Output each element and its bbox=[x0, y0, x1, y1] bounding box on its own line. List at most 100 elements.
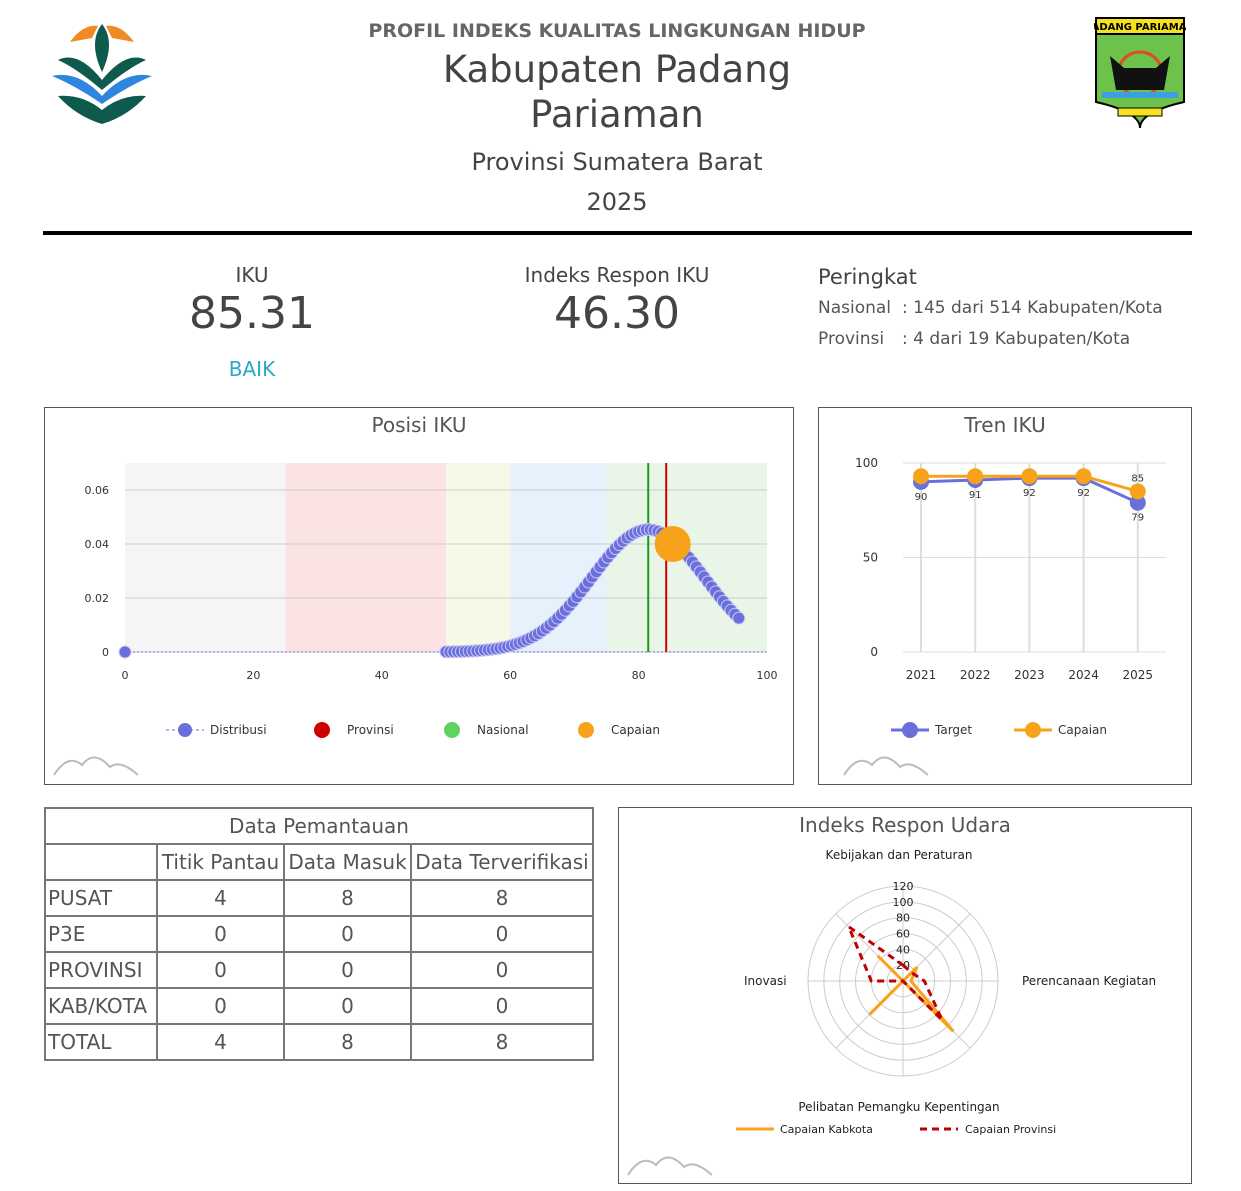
y-tick-label: 50 bbox=[863, 551, 878, 565]
radial-tick-label: 60 bbox=[896, 928, 910, 941]
x-tick-label: 2022 bbox=[960, 668, 991, 682]
data-point bbox=[1075, 468, 1092, 485]
table-header bbox=[44, 843, 158, 881]
posisi-iku-title: Posisi IKU bbox=[371, 413, 467, 437]
legend-nasional: Nasional bbox=[477, 723, 529, 737]
axis-label: Perencanaan Kegiatan bbox=[1022, 974, 1156, 988]
data-label: 90 bbox=[915, 492, 928, 503]
rank-nasional-label: Nasional bbox=[818, 298, 892, 318]
band bbox=[446, 463, 511, 652]
x-tick-label: 2023 bbox=[1014, 668, 1045, 682]
cell: 0 bbox=[410, 915, 594, 953]
cell: 8 bbox=[283, 879, 412, 917]
axis-label: Inovasi bbox=[744, 974, 787, 988]
cell: 0 bbox=[156, 915, 285, 953]
tren-iku-chart: Target Capaian 0 50 100 2021 2022 2023 2024 202… bbox=[843, 456, 1166, 776]
cell: 0 bbox=[156, 987, 285, 1025]
watermark-icon bbox=[53, 756, 139, 776]
tren-iku-title: Tren IKU bbox=[964, 413, 1046, 437]
radial-tick-label: 80 bbox=[896, 912, 910, 925]
distribution-point bbox=[732, 611, 746, 625]
cell: 0 bbox=[283, 987, 412, 1025]
rank-label: Peringkat bbox=[818, 265, 917, 289]
header-province: Provinsi Sumatera Barat bbox=[471, 148, 763, 176]
table-total-row: TOTAL 4 8 8 bbox=[44, 1023, 594, 1061]
radial-tick-label: 100 bbox=[893, 896, 914, 909]
row-label: PUSAT bbox=[44, 879, 158, 917]
legend-provinsi: Provinsi bbox=[347, 723, 394, 737]
cell: 0 bbox=[410, 951, 594, 989]
plot-area: 0 0.02 0.04 0.06 0 20 40 60 80 100 bbox=[85, 463, 778, 682]
legend-target-marker bbox=[902, 722, 918, 738]
y-tick-label: 0.02 bbox=[85, 592, 110, 605]
data-point bbox=[1129, 494, 1146, 511]
data-point bbox=[913, 468, 929, 485]
posisi-iku-chart: 0 0.02 0.04 0.06 0 20 40 60 80 100 Distribusi Pro… bbox=[53, 463, 778, 776]
cell: 4 bbox=[156, 1023, 285, 1061]
respon-label: Indeks Respon IKU bbox=[524, 263, 710, 287]
header-title-line2: Pariaman bbox=[530, 93, 704, 136]
respon-value: 46.30 bbox=[554, 288, 680, 339]
padang-pariaman-emblem: PADANG PARIAMAN bbox=[1085, 16, 1195, 130]
row-label: P3E bbox=[44, 915, 158, 953]
header-divider bbox=[43, 231, 1192, 235]
data-point bbox=[1129, 483, 1146, 500]
klhk-logo bbox=[52, 24, 152, 124]
legend-kabkota: Capaian Kabkota bbox=[780, 1123, 873, 1136]
radial-tick-label: 40 bbox=[896, 943, 910, 956]
radar-title: Indeks Respon Udara bbox=[799, 813, 1011, 837]
axis-label: Pelibatan Pemangku Kepentingan bbox=[798, 1100, 999, 1114]
legend-target: Target bbox=[934, 723, 972, 737]
x-tick-label: 40 bbox=[375, 669, 389, 682]
data-label: 92 bbox=[1023, 488, 1036, 499]
data-label: 91 bbox=[969, 490, 982, 501]
legend-capaian-marker bbox=[1025, 722, 1041, 738]
capaian-point bbox=[654, 526, 691, 562]
data-label: 92 bbox=[1077, 488, 1090, 499]
rank-nasional-value: : 145 dari 514 Kabupaten/Kota bbox=[902, 298, 1163, 318]
distribution-point bbox=[118, 645, 132, 659]
rank-nasional: Nasional : 145 dari 514 Kabupaten/Kota bbox=[818, 298, 1163, 318]
legend-provinsi: Capaian Provinsi bbox=[965, 1123, 1056, 1136]
rank-provinsi-label: Provinsi bbox=[818, 329, 885, 349]
cell: 8 bbox=[283, 1023, 412, 1061]
table-title: Data Pemantauan bbox=[44, 807, 594, 845]
plot-area: 0 50 100 2021 2022 2023 2024 2025 90 91 92 92 79 85 bbox=[855, 456, 1166, 682]
radar-chart: Kebijakan dan Peraturan Perencanaan Kegi… bbox=[627, 848, 1156, 1176]
data-label: 79 bbox=[1131, 513, 1144, 524]
table-row: PUSAT 4 8 8 bbox=[44, 879, 594, 917]
radial-tick-label: 120 bbox=[893, 880, 914, 893]
axis-label: Kebijakan dan Peraturan bbox=[826, 848, 973, 862]
y-tick-label: 0.06 bbox=[85, 484, 110, 497]
y-tick-label: 0 bbox=[870, 645, 878, 659]
legend-capaian: Capaian bbox=[611, 723, 660, 737]
x-tick-label: 2021 bbox=[906, 668, 937, 682]
legend-capaian-marker bbox=[578, 722, 594, 738]
table-header-row: Titik Pantau Data Masuk Data Terverifika… bbox=[44, 843, 594, 881]
iku-label: IKU bbox=[235, 263, 269, 287]
header-title-line1: Kabupaten Padang bbox=[442, 48, 792, 91]
x-tick-label: 100 bbox=[757, 669, 778, 682]
x-tick-label: 0 bbox=[122, 669, 129, 682]
x-tick-label: 2025 bbox=[1123, 668, 1154, 682]
y-tick-label: 100 bbox=[855, 456, 878, 470]
cell: 8 bbox=[410, 1023, 594, 1061]
data-point bbox=[967, 468, 984, 485]
svg-text:PADANG PARIAMAN: PADANG PARIAMAN bbox=[1094, 22, 1186, 33]
indeks-respon-udara-panel: Indeks Respon Udara bbox=[618, 807, 1192, 1184]
rank-provinsi-value: : 4 dari 19 Kabupaten/Kota bbox=[902, 329, 1131, 349]
table-row: P3E 0 0 0 bbox=[44, 915, 594, 953]
legend-capaian: Capaian bbox=[1058, 723, 1107, 737]
band bbox=[125, 463, 286, 652]
cell: 0 bbox=[283, 951, 412, 989]
table-row: KAB/KOTA 0 0 0 bbox=[44, 987, 594, 1025]
y-tick-label: 0 bbox=[102, 646, 109, 659]
legend-distribusi-marker bbox=[178, 723, 192, 737]
cell: 0 bbox=[156, 951, 285, 989]
data-point bbox=[1021, 468, 1038, 485]
radar-series bbox=[845, 922, 944, 1022]
x-tick-label: 2024 bbox=[1068, 668, 1099, 682]
row-label: TOTAL bbox=[44, 1023, 158, 1061]
row-label: KAB/KOTA bbox=[44, 987, 158, 1025]
